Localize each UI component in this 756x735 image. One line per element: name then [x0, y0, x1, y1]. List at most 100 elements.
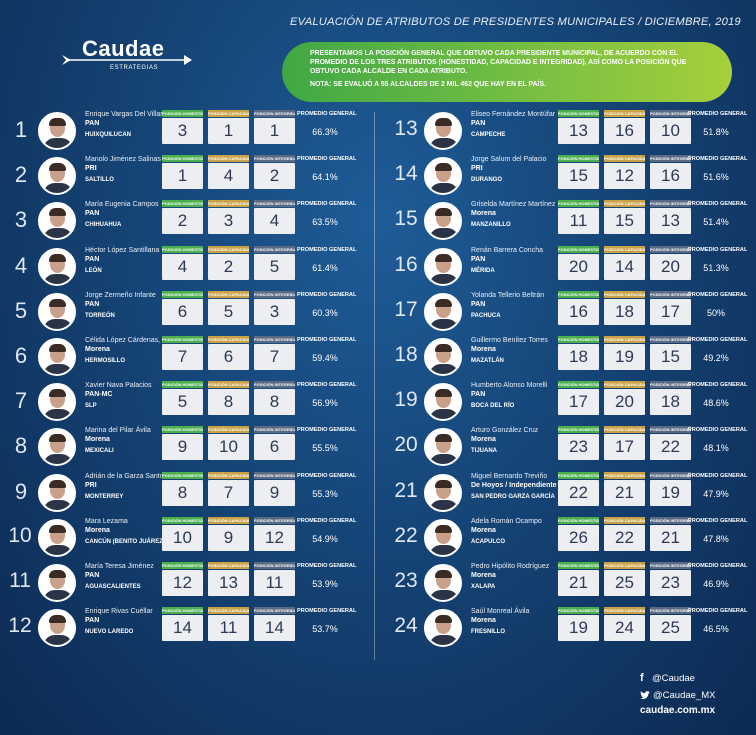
capacidad-box: POSICIÓN CAPACIDAD 25 [604, 562, 645, 597]
honestidad-position: 16 [558, 298, 599, 325]
facebook-icon: f [640, 672, 644, 684]
party-label: PAN [85, 617, 100, 625]
mayor-row: 23 Pedro Hipólito Rodríguez Morena XALAPA PO… [394, 561, 747, 605]
avatar [38, 338, 76, 376]
integridad-label: POSICIÓN INTEGRIDAD [254, 290, 295, 298]
capacidad-box: POSICIÓN CAPACIDAD 13 [208, 562, 249, 597]
average-value: 51.3% [703, 262, 729, 273]
capacidad-label: POSICIÓN CAPACIDAD [604, 516, 645, 524]
integridad-label: POSICIÓN INTEGRIDAD [254, 607, 295, 615]
mayor-name: Arturo González Cruz [471, 427, 539, 435]
mayor-name: Marina del Pilar Ávila [85, 427, 151, 435]
integridad-position: 23 [650, 570, 691, 596]
capacidad-box: POSICIÓN CAPACIDAD 21 [604, 471, 645, 507]
average-value: 49.2% [703, 353, 729, 363]
mayor-row: 24 Saúl Monreal Ávila Morena FRESNILLO POSIC… [394, 606, 747, 650]
avatar [424, 473, 462, 512]
average-block: PROMEDIO GENERAL 48.1% [688, 427, 747, 453]
honestidad-position: 20 [558, 253, 599, 280]
party-label: Morena [471, 210, 496, 218]
website-link[interactable]: caudae.com.mx [640, 705, 716, 716]
avatar [38, 292, 76, 331]
facebook-link[interactable]: f @Caudae [640, 670, 715, 687]
avatar [38, 564, 76, 602]
honestidad-box: POSICIÓN HONESTIDAD7 [162, 336, 203, 371]
integridad-box: POSICIÓN INTEGRIDAD11 [254, 562, 295, 597]
avatar [38, 247, 76, 286]
capacidad-label: POSICIÓN CAPACIDAD [208, 155, 249, 163]
average-label: PROMEDIO GENERAL [297, 517, 357, 524]
honestidad-box: POSICIÓN HONESTIDAD6 [162, 290, 203, 326]
integridad-box: POSICIÓN INTEGRIDAD17 [650, 290, 691, 326]
party-label: PAN [85, 300, 100, 308]
rank-number: 2 [14, 162, 28, 188]
party-label: PAN-MC [85, 391, 113, 399]
city-label: DURANGO [471, 177, 502, 184]
average-block: PROMEDIO GENERAL 51.4% [688, 201, 747, 227]
party-label: Morena [471, 572, 496, 579]
average-block: PROMEDIO GENERAL 46.9% [688, 563, 747, 589]
integridad-box: POSICIÓN INTEGRIDAD8 [254, 381, 295, 416]
average-label: PROMEDIO GENERAL [297, 563, 357, 569]
city-label: LEÓN [85, 267, 102, 274]
rank-number: 11 [9, 569, 31, 592]
rank-number: 12 [8, 614, 32, 638]
integridad-position: 7 [254, 344, 295, 370]
party-label: PAN [85, 120, 100, 127]
average-block: PROMEDIO GENERAL 61.4% [297, 247, 356, 273]
capacidad-label: POSICIÓN CAPACIDAD [208, 336, 249, 343]
mayor-row: 2 Manolo Jiménez Salinas PRI SALTILLO POSICI… [9, 154, 359, 198]
logo-wordmark: Caudae [82, 36, 165, 61]
honestidad-label: POSICIÓN HONESTIDAD [162, 426, 203, 434]
capacidad-box: POSICIÓN CAPACIDAD 18 [604, 290, 645, 326]
mayor-row: 8 Marina del Pilar Ávila Morena MEXICALI POS… [9, 425, 359, 469]
capacidad-box: POSICIÓN CAPACIDAD 5 [208, 290, 249, 326]
average-label: PROMEDIO GENERAL [297, 472, 357, 479]
mayor-row: 6 Célida López Cárdenas, Morena HERMOSILLO P… [9, 335, 359, 379]
honestidad-position: 7 [162, 344, 203, 370]
twitter-link[interactable]: @Caudae_MX [640, 687, 715, 704]
banner-note: NOTA: SE EVALUÓ A 55 ALCALDES DE 2 MIL 4… [310, 80, 546, 88]
integridad-box: POSICIÓN INTEGRIDAD2 [254, 155, 295, 190]
mayor-row: 4 Héctor López Santillana PAN LEÓN POSICIÓN … [9, 245, 359, 289]
capacidad-label: POSICIÓN CAPACIDAD [604, 607, 645, 615]
average-value: 48.6% [703, 398, 729, 409]
capacidad-label: POSICIÓN CAPACIDAD [208, 426, 249, 434]
rank-number: 23 [394, 569, 418, 592]
integridad-label: POSICIÓN INTEGRIDAD [254, 110, 295, 117]
capacidad-box: POSICIÓN CAPACIDAD 3 [208, 200, 249, 235]
integridad-label: POSICIÓN INTEGRIDAD [650, 336, 691, 343]
city-label: NUEVO LAREDO [85, 629, 134, 636]
capacidad-label: POSICIÓN CAPACIDAD [208, 562, 249, 569]
capacidad-label: POSICIÓN CAPACIDAD [604, 336, 645, 343]
twitter-icon [640, 691, 650, 699]
honestidad-label: POSICIÓN HONESTIDAD [162, 562, 203, 569]
capacidad-box: POSICIÓN CAPACIDAD 10 [208, 426, 249, 461]
integridad-label: POSICIÓN INTEGRIDAD [650, 200, 691, 208]
city-label: SLP [85, 403, 97, 410]
honestidad-label: POSICIÓN HONESTIDAD [162, 155, 203, 163]
capacidad-position: 20 [604, 389, 645, 416]
avatar [424, 292, 462, 331]
mayor-name: Célida López Cárdenas, [85, 337, 161, 344]
capacidad-position: 6 [208, 344, 249, 370]
integridad-box: POSICIÓN INTEGRIDAD3 [254, 290, 295, 326]
party-label: De Hoyos / Independiente [471, 481, 557, 489]
city-label: MANZANILLO [471, 222, 511, 229]
city-label: MONTERREY [85, 493, 124, 500]
capacidad-label: POSICIÓN CAPACIDAD [208, 381, 249, 389]
average-label: PROMEDIO GENERAL [688, 156, 748, 163]
mayor-row: 11 María Teresa Jiménez PAN AGUASCALIENTES P… [9, 561, 359, 605]
average-value: 50% [706, 307, 725, 318]
honestidad-box: POSICIÓN HONESTIDAD21 [558, 562, 599, 597]
party-label: PAN [85, 572, 100, 579]
average-label: PROMEDIO GENERAL [688, 111, 748, 117]
mayor-name: Jorge Zermeño Infante [85, 291, 156, 299]
honestidad-position: 4 [162, 253, 203, 280]
capacidad-position: 24 [604, 615, 645, 642]
integridad-position: 14 [254, 615, 295, 642]
integridad-label: POSICIÓN INTEGRIDAD [254, 426, 295, 434]
average-block: PROMEDIO GENERAL 50% [688, 292, 747, 318]
integridad-label: POSICIÓN INTEGRIDAD [254, 516, 295, 524]
integridad-label: POSICIÓN INTEGRIDAD [254, 245, 295, 253]
